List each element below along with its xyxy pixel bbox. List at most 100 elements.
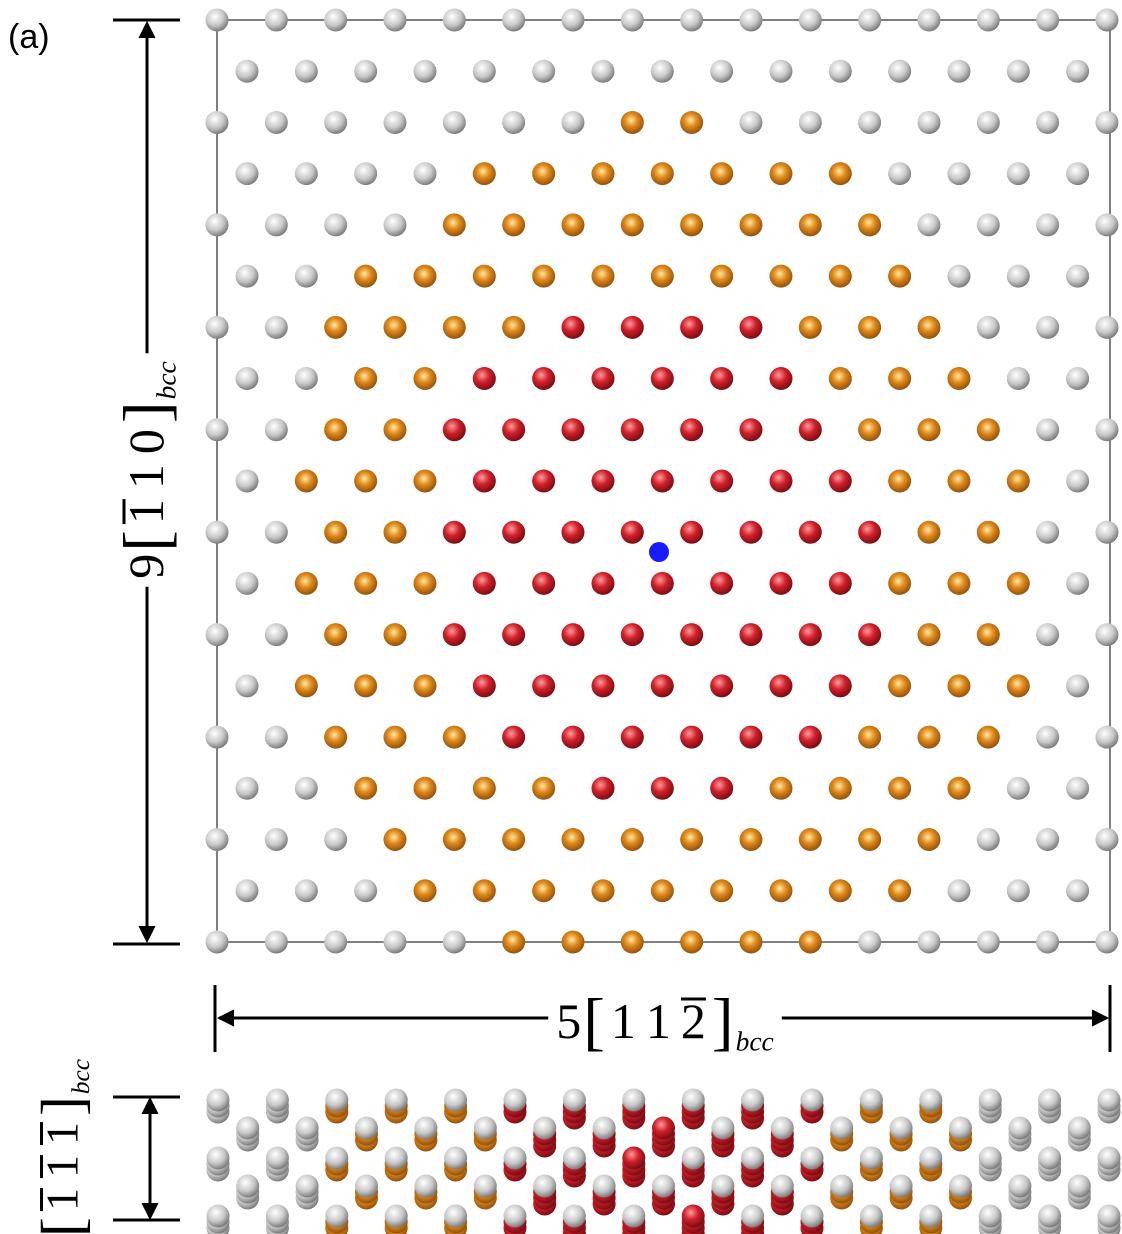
atom — [858, 111, 881, 134]
defect — [649, 542, 669, 562]
atom — [888, 674, 911, 697]
atom — [206, 111, 229, 134]
label-part: 1 — [118, 464, 174, 489]
atom — [295, 469, 318, 492]
atom — [947, 674, 970, 697]
atom — [561, 9, 584, 32]
atom — [977, 418, 1000, 441]
atom — [385, 1205, 408, 1228]
atom — [621, 316, 644, 339]
atom — [591, 572, 614, 595]
atom — [295, 60, 318, 83]
atom — [890, 1117, 913, 1140]
atom — [622, 1089, 645, 1112]
atom — [561, 726, 584, 749]
atom — [413, 572, 436, 595]
atom — [295, 879, 318, 902]
atom — [206, 418, 229, 441]
label-part: 1 — [36, 1122, 87, 1145]
atom — [682, 1089, 705, 1112]
atom — [799, 418, 822, 441]
atom — [979, 1089, 1002, 1112]
atom — [354, 572, 377, 595]
atom — [354, 60, 377, 83]
atom — [799, 828, 822, 851]
atom — [324, 213, 347, 236]
atom — [680, 726, 703, 749]
atom — [919, 1205, 942, 1228]
atom — [947, 367, 970, 390]
atom — [1066, 265, 1089, 288]
atom — [265, 418, 288, 441]
atom — [710, 777, 733, 800]
atom — [947, 265, 970, 288]
atom — [265, 9, 288, 32]
atom — [1036, 828, 1059, 851]
atom — [295, 162, 318, 185]
atom — [1036, 111, 1059, 134]
atom — [919, 1089, 942, 1112]
atom — [502, 9, 525, 32]
atom — [771, 1117, 794, 1140]
atom — [207, 1205, 230, 1228]
label-part: 1 — [118, 499, 174, 524]
atom — [710, 469, 733, 492]
atom — [621, 930, 644, 953]
atom — [739, 9, 762, 32]
atom — [829, 572, 852, 595]
atom — [591, 162, 614, 185]
atom — [947, 879, 970, 902]
atom — [265, 828, 288, 851]
atom — [561, 111, 584, 134]
atom — [621, 828, 644, 851]
atom — [504, 1205, 527, 1228]
atom — [888, 469, 911, 492]
atom — [947, 162, 970, 185]
atom — [917, 930, 940, 953]
atom — [473, 879, 496, 902]
figure: (a) 9[110]bcc5[112]bcc[111]bcc — [0, 0, 1122, 1234]
atom — [354, 674, 377, 697]
label-part: ] — [29, 1096, 95, 1116]
atom — [591, 367, 614, 390]
atom — [502, 623, 525, 646]
atom — [383, 316, 406, 339]
atom — [710, 162, 733, 185]
atom — [473, 777, 496, 800]
atom — [739, 418, 762, 441]
atom — [413, 674, 436, 697]
atom — [502, 111, 525, 134]
atom — [1098, 1147, 1121, 1170]
atom — [651, 469, 674, 492]
atom — [917, 828, 940, 851]
atom — [799, 623, 822, 646]
atom — [917, 111, 940, 134]
atom — [979, 1147, 1002, 1170]
atom — [888, 572, 911, 595]
atom — [1007, 265, 1030, 288]
atom — [504, 1089, 527, 1112]
atom — [1095, 316, 1118, 339]
atom — [829, 879, 852, 902]
depth-arrow — [113, 1097, 180, 1220]
atom — [206, 828, 229, 851]
atom — [236, 1175, 259, 1198]
atom — [383, 9, 406, 32]
atom — [769, 265, 792, 288]
atom — [799, 213, 822, 236]
direction-label: 5[112]bcc — [548, 986, 781, 1058]
atom — [739, 930, 762, 953]
atom — [502, 726, 525, 749]
atom — [711, 1175, 734, 1198]
atom — [533, 1175, 556, 1198]
atom — [917, 726, 940, 749]
atom — [739, 213, 762, 236]
atom — [651, 879, 674, 902]
atom — [324, 930, 347, 953]
label-part: [ — [111, 530, 183, 552]
atom — [1036, 521, 1059, 544]
atom — [1095, 623, 1118, 646]
atom — [532, 162, 555, 185]
atom — [206, 521, 229, 544]
atom — [947, 469, 970, 492]
